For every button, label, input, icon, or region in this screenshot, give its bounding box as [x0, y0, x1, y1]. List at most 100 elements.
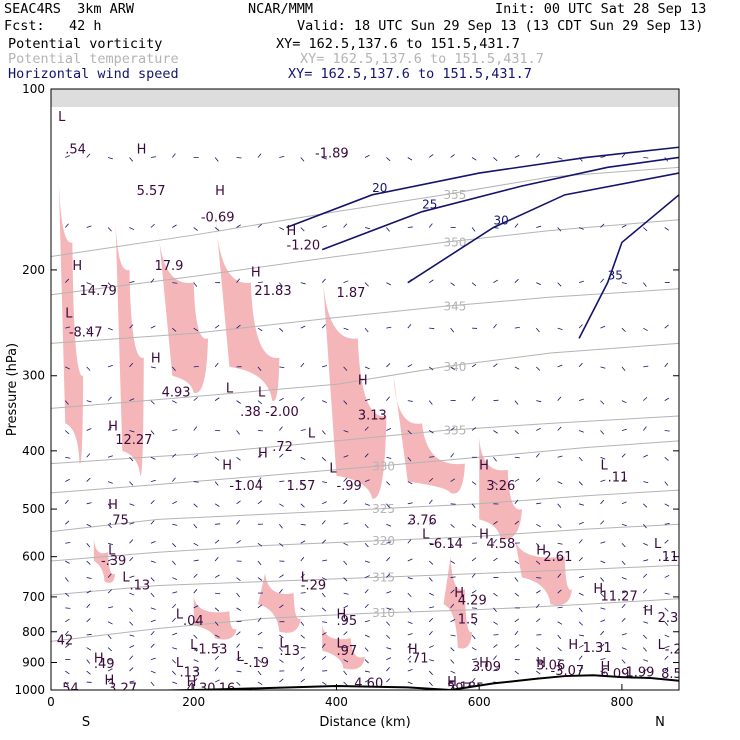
wind-vector: [300, 666, 305, 672]
wind-vector: [557, 426, 562, 431]
wind-vector: [236, 520, 240, 525]
pv-extremum-label: L: [58, 110, 66, 125]
wind-vector: [536, 400, 542, 403]
pv-extremum-label: 1.57: [287, 479, 316, 494]
wind-vector: [364, 503, 370, 506]
wind-vector: [557, 589, 562, 594]
wind-vector: [386, 621, 391, 626]
wind-vector: [86, 543, 91, 548]
wind-vector: [86, 670, 91, 675]
wind-vector: [643, 157, 649, 159]
wind-vector: [557, 282, 562, 287]
pv-extremum-label: -1.53: [194, 643, 228, 658]
x-axis-label: Distance (km): [319, 715, 410, 730]
theta-contour: [51, 489, 679, 533]
wind-vector: [536, 427, 541, 431]
x-tick-label: 600: [468, 695, 491, 709]
pv-extremum-label: H: [479, 656, 489, 671]
wind-vector: [407, 633, 413, 636]
wind-vector: [343, 631, 348, 636]
pv-region: [158, 227, 208, 393]
pv-extremum-label: 16: [219, 682, 236, 697]
wind-vector: [557, 157, 563, 160]
pv-extremum-label: 1.5: [458, 612, 479, 627]
wind-vector: [364, 659, 369, 664]
wind-vector: [578, 607, 583, 612]
wind-vector: [429, 430, 434, 434]
wind-vector: [343, 366, 348, 371]
wind-vector: [664, 592, 670, 595]
wind-vector: [664, 645, 670, 648]
wind-vector: [557, 327, 563, 331]
wind-vector: [535, 453, 540, 458]
wind-vector: [107, 503, 112, 508]
x-tick-label: 0: [47, 695, 55, 709]
wind-vector: [64, 577, 69, 582]
wind-vector: [600, 619, 606, 623]
pv-extremum-label: H: [108, 419, 118, 434]
wind-vector: [193, 573, 198, 578]
pv-extremum-label: H: [536, 543, 546, 558]
wind-vector: [107, 364, 113, 368]
wind-vector: [129, 607, 134, 612]
wind-vector: [107, 227, 112, 232]
wind-vector: [643, 647, 647, 652]
wind-vector: [279, 678, 284, 683]
wind-vector: [86, 633, 92, 636]
wind-vector: [86, 453, 91, 458]
wind-vector: [236, 430, 240, 435]
wind-vector: [664, 481, 669, 486]
pv-region: [257, 573, 301, 633]
pv-extremum-label: L: [176, 656, 184, 671]
wind-vector: [621, 659, 626, 664]
wind-vector: [514, 670, 520, 675]
plot-frame: [50, 88, 680, 691]
wind-vector: [64, 681, 69, 687]
wind-vector: [129, 430, 135, 433]
pv-extremum-label: 5.57: [137, 184, 166, 199]
wind-vector: [493, 655, 497, 660]
wind-vector: [557, 227, 562, 232]
wind-vector: [236, 592, 240, 598]
wind-vector: [321, 577, 327, 581]
wind-vector: [578, 362, 583, 368]
pv-extremum-label: 2.61: [543, 550, 572, 565]
pv-extremum-label: L: [108, 543, 116, 558]
wind-vector: [300, 503, 305, 508]
wind-vector: [621, 647, 627, 650]
wind-vector: [129, 481, 134, 486]
wind-vector: [450, 670, 456, 674]
wind-vector: [664, 574, 670, 578]
wind-vector: [407, 558, 413, 562]
wind-vector: [578, 157, 583, 162]
wind-vector: [321, 457, 326, 462]
wind-vector: [107, 426, 112, 431]
wind-vector: [86, 603, 91, 609]
wind-vector: [322, 157, 328, 160]
wind-vector: [65, 670, 70, 675]
wind-vector: [107, 634, 112, 640]
theta-contour: [51, 598, 679, 642]
wind-vector: [257, 670, 262, 676]
legend-wind-label: Horizontal wind speed: [8, 66, 179, 82]
pv-extremum-label: 17.9: [154, 259, 183, 274]
wind-vector: [364, 366, 370, 370]
wind-vector: [279, 634, 284, 639]
wind-vector: [493, 557, 498, 562]
wind-vector: [343, 455, 349, 458]
wind-vector: [236, 577, 241, 582]
wind-vector: [450, 647, 455, 652]
wind-vector: [343, 659, 349, 663]
wind-vector: [386, 523, 392, 527]
wind-vector: [172, 632, 178, 636]
wind-vector: [429, 542, 435, 545]
pv-extremum-label: -.29: [301, 578, 326, 593]
wind-vector: [600, 278, 605, 283]
wind-vector: [129, 457, 134, 462]
legend-pv-xy: XY= 162.5,137.6 to 151.5,431.7: [276, 36, 520, 52]
wind-vector: [129, 503, 135, 506]
wind-vector: [493, 279, 498, 283]
pv-extremum-label: H: [222, 459, 232, 474]
wind-vector: [578, 430, 584, 433]
wind-vector: [150, 670, 156, 674]
